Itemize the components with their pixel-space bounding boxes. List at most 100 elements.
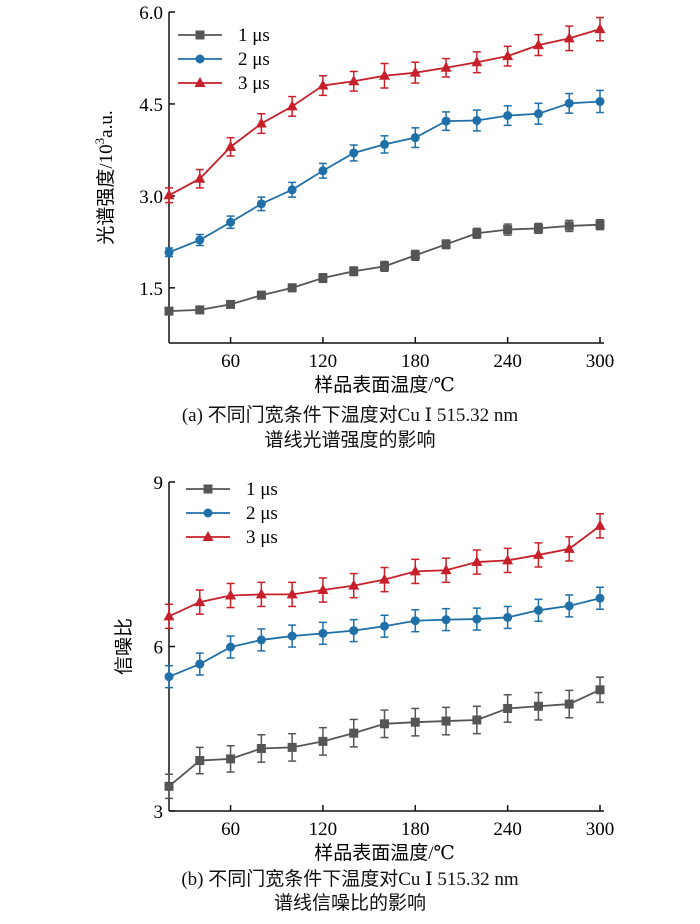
chart-a-data-point [380, 139, 389, 149]
chart-b-data-point [409, 565, 421, 576]
chart-b-data-point [532, 548, 544, 559]
chart-b-legend-marker [203, 484, 213, 494]
chart-a-data-point [287, 185, 297, 195]
chart-b-data-point [286, 588, 298, 599]
chart-a-ytick-label: 3.0 [139, 187, 163, 208]
caption-b-line2: 谱线信噪比的影响 [273, 893, 426, 914]
chart-b-data-point [226, 754, 236, 764]
chart-b-xtick-label: 300 [586, 819, 615, 840]
chart-b-data-point [379, 573, 390, 584]
chart-b-data-point [564, 601, 574, 611]
chart-b-ytick-label: 3 [154, 802, 164, 823]
chart-a-data-point [472, 115, 482, 125]
chart-b-xtick-label: 240 [493, 819, 522, 840]
chart-b-xtick-label: 120 [309, 819, 338, 840]
chart-b-data-point [595, 685, 605, 695]
chart-b-data-point [441, 716, 451, 726]
chart-a-data-point [349, 266, 359, 276]
chart-a-data-point [317, 79, 329, 90]
chart-a-data-point [225, 140, 237, 151]
chart-a-data-point [380, 261, 389, 271]
chart-a-data-point [441, 239, 451, 249]
chart-a-data-point [164, 306, 174, 316]
chart-b-xtick-label: 180 [401, 819, 430, 840]
chart-b-legend-label: 3 μs [246, 527, 278, 548]
chart-a-xtick-label: 60 [221, 351, 240, 372]
chart-a-series-1 [164, 219, 605, 316]
chart-a-data-point [195, 235, 205, 245]
chart-a-data-point [533, 109, 543, 119]
chart-a-data-point [595, 96, 605, 106]
chart-b-data-point [502, 554, 514, 565]
chart-b-legend-marker [202, 531, 214, 541]
chart-b-data-point [256, 743, 266, 753]
chart-a-data-point [441, 116, 451, 126]
chart-a-legend-label: 2 μs [238, 49, 270, 70]
chart-a-ytick-label: 1.5 [139, 279, 163, 300]
chart-b-data-point [440, 564, 452, 575]
chart-a-data-point [472, 228, 482, 238]
chart-a-data-point [318, 273, 328, 283]
chart-a-ytick-label: 4.5 [139, 95, 163, 116]
chart-a-data-point [195, 305, 205, 315]
chart-a-data-point [194, 172, 206, 183]
chart-panel-b: 3 6 9 60 120 180 240 300 样品表面温度/℃ 信噪比 1 μs 2 μs 3 μs… [0, 470, 700, 924]
chart-b-data-point [380, 719, 389, 729]
chart-b-data-point [410, 616, 420, 626]
chart-a-data-point [348, 75, 360, 86]
chart-a-data-point [318, 166, 328, 176]
chart-panel-a: 1.5 3.0 4.5 6.0 60 120 180 240 300 样品表面温度/℃ 光谱强度/1… [92, 3, 614, 451]
chart-a-data-point [226, 217, 236, 227]
chart-a-data-point [502, 50, 514, 61]
chart-a-legend-label: 1 μs [238, 25, 270, 46]
chart-b-data-point [195, 756, 205, 766]
chart-b-data-point [256, 635, 266, 645]
chart-a-data-point [532, 39, 544, 50]
chart-a-xtick-label: 240 [493, 351, 522, 372]
chart-b-ytick-label: 6 [154, 638, 164, 659]
chart-b-data-point [349, 626, 359, 636]
chart-b-data-point [564, 699, 574, 709]
chart-a-data-point [379, 69, 390, 80]
chart-b-data-point [472, 614, 482, 624]
chart-b-data-point [563, 542, 575, 553]
chart-b-legend-marker [203, 508, 213, 518]
chart-a-data-point [256, 199, 266, 209]
chart-a-data-point [163, 189, 175, 200]
chart-a-x-axis-title: 样品表面温度/℃ [314, 374, 455, 396]
chart-a-legend-marker [194, 77, 206, 87]
chart-b-data-point [255, 588, 267, 599]
chart-a-data-point [164, 247, 174, 257]
chart-a-legend-marker [195, 30, 205, 40]
chart-a-svg: 1.5 3.0 4.5 6.0 60 120 180 240 300 样品表面温度/℃ 光谱强度/1… [92, 3, 614, 396]
chart-b-data-point [317, 584, 329, 595]
chart-b-ytick-label: 9 [154, 473, 164, 494]
chart-a-series-2 [164, 89, 605, 258]
chart-b-data-point [164, 781, 174, 791]
chart-a-series-3 [163, 16, 606, 204]
chart-a-data-point [595, 220, 605, 230]
chart-b-data-point [287, 631, 297, 641]
chart-b-legend-label: 1 μs [246, 479, 278, 500]
chart-a-data-point [503, 225, 513, 235]
chart-a-data-point [349, 148, 359, 158]
chart-b-data-point [226, 642, 236, 652]
chart-a-data-point [256, 290, 266, 300]
chart-b-data-point [194, 596, 206, 607]
chart-b-svg: 3 6 9 60 120 180 240 300 样品表面温度/℃ 信噪比 1 μs 2 μs 3 μs [113, 473, 615, 864]
chart-b-data-point [594, 519, 606, 530]
chart-b-series-3 [163, 513, 606, 630]
caption-b-line1: (b) 不同门宽条件下温度对Cu Ⅰ 515.32 nm [181, 869, 519, 890]
chart-b-data-point [349, 728, 359, 738]
chart-a-data-point [440, 61, 452, 72]
chart-b-data-point [472, 715, 482, 725]
chart-a-data-point [410, 133, 420, 143]
chart-b-data-point [287, 742, 297, 752]
chart-a-data-point [226, 299, 236, 309]
chart-a-data-point [503, 111, 513, 121]
chart-a-data-point [564, 221, 574, 231]
chart-a-legend-label: 3 μs [238, 73, 270, 94]
chart-a-y-axis-title-unit: a.u. [96, 110, 117, 137]
chart-a-data-point [409, 66, 421, 77]
chart-b-data-point [195, 659, 205, 669]
